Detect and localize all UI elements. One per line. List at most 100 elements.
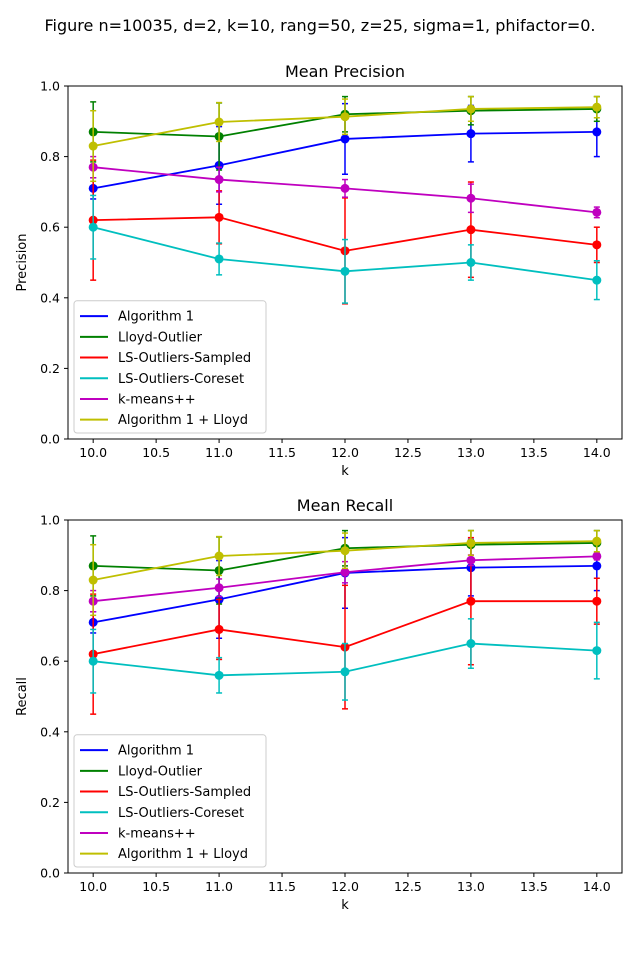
data-point — [340, 546, 350, 556]
data-point — [592, 102, 602, 112]
data-point — [592, 240, 602, 250]
data-point — [466, 596, 476, 606]
series-k-means — [88, 551, 602, 613]
series-ls-outliers-coreset — [88, 194, 602, 304]
data-point — [592, 646, 602, 656]
legend-label: Algorithm 1 + Lloyd — [118, 413, 248, 428]
data-point — [88, 575, 98, 585]
legend-label: Algorithm 1 — [118, 310, 194, 325]
y-axis-label: Recall — [15, 677, 30, 716]
data-point — [340, 183, 350, 193]
data-point — [214, 551, 224, 561]
series-ls-outliers-coreset — [88, 618, 602, 701]
x-tick-label: 12.0 — [331, 879, 359, 894]
data-point — [466, 555, 476, 565]
x-tick-label: 13.0 — [457, 879, 485, 894]
data-point — [214, 670, 224, 680]
series-k-means — [88, 155, 602, 219]
x-tick-label: 11.5 — [268, 879, 296, 894]
legend-label: LS-Outliers-Coreset — [118, 372, 244, 387]
x-axis-label: k — [341, 464, 349, 479]
data-point — [340, 112, 350, 122]
legend: Algorithm 1 Lloyd-Outlier LS-Outliers-Samp… — [73, 734, 267, 868]
x-tick-label: 13.5 — [520, 445, 548, 460]
y-tick-label: 0.6 — [40, 654, 60, 669]
data-point — [466, 639, 476, 649]
data-point — [592, 551, 602, 561]
legend-label: Algorithm 1 — [118, 744, 194, 759]
data-point — [214, 583, 224, 593]
data-point — [466, 104, 476, 114]
chart-title: Mean Recall — [297, 496, 393, 515]
data-point — [592, 127, 602, 137]
precision-chart: Mean Precision 10.0 10.5 11.0 11.5 12.0 12.5 13… — [15, 62, 623, 479]
data-point — [340, 667, 350, 677]
chart-title: Mean Precision — [285, 62, 405, 81]
plot-frame — [67, 85, 623, 440]
legend-label: Algorithm 1 + Lloyd — [118, 847, 248, 862]
y-tick-label: 0.2 — [40, 795, 60, 810]
x-tick-label: 12.5 — [394, 445, 422, 460]
legend-label: LS-Outliers-Sampled — [118, 785, 251, 800]
data-point — [88, 222, 98, 232]
data-point — [592, 596, 602, 606]
data-point — [214, 254, 224, 264]
data-point — [214, 212, 224, 222]
x-tick-label: 11.0 — [205, 879, 233, 894]
data-point — [340, 134, 350, 144]
y-tick-label: 0.8 — [40, 583, 60, 598]
x-tick-label: 13.5 — [520, 879, 548, 894]
data-point — [466, 225, 476, 235]
legend: Algorithm 1 Lloyd-Outlier LS-Outliers-Samp… — [73, 300, 267, 434]
x-tick-label: 11.0 — [205, 445, 233, 460]
y-axis-label: Precision — [15, 233, 30, 291]
y-tick-label: 0.0 — [40, 866, 60, 881]
legend-label: Lloyd-Outlier — [118, 764, 203, 779]
x-axis-label: k — [341, 898, 349, 913]
data-point — [592, 561, 602, 571]
y-tick-label: 0.8 — [40, 149, 60, 164]
legend-box — [73, 734, 267, 868]
legend-label: k-means++ — [118, 826, 196, 841]
x-tick-label: 10.5 — [142, 445, 170, 460]
y-tick-label: 0.2 — [40, 361, 60, 376]
y-tick-label: 0.4 — [40, 724, 60, 739]
x-tick-label: 13.0 — [457, 445, 485, 460]
recall-chart: Mean Recall 10.0 10.5 11.0 11.5 12.0 12.5 13.0 1… — [15, 496, 623, 913]
figure-title: Figure n=10035, d=2, k=10, rang=50, z=25… — [44, 16, 596, 35]
data-point — [340, 567, 350, 577]
y-tick-label: 1.0 — [40, 79, 60, 94]
legend-box — [73, 300, 267, 434]
data-point — [88, 141, 98, 151]
data-point — [592, 275, 602, 285]
data-point — [88, 656, 98, 666]
data-point — [466, 538, 476, 548]
data-point — [592, 207, 602, 217]
series-algorithm-1-lloyd — [88, 95, 602, 183]
series-algorithm-1-lloyd — [88, 529, 602, 617]
plot-frame — [67, 519, 623, 874]
data-point — [214, 117, 224, 127]
data-point — [340, 266, 350, 276]
x-tick-label: 14.0 — [583, 445, 611, 460]
data-point — [466, 129, 476, 139]
y-tick-label: 1.0 — [40, 513, 60, 528]
data-point — [592, 536, 602, 546]
x-tick-label: 12.5 — [394, 879, 422, 894]
data-point — [214, 624, 224, 634]
x-tick-label: 14.0 — [583, 879, 611, 894]
legend-label: k-means++ — [118, 392, 196, 407]
y-tick-label: 0.0 — [40, 432, 60, 447]
x-tick-label: 11.5 — [268, 445, 296, 460]
legend-label: LS-Outliers-Sampled — [118, 351, 251, 366]
x-tick-label: 12.0 — [331, 445, 359, 460]
legend-label: LS-Outliers-Coreset — [118, 806, 244, 821]
data-point — [214, 175, 224, 185]
x-tick-label: 10.0 — [79, 445, 107, 460]
y-tick-label: 0.6 — [40, 220, 60, 235]
x-tick-label: 10.5 — [142, 879, 170, 894]
data-point — [466, 258, 476, 267]
x-tick-label: 10.0 — [79, 879, 107, 894]
legend-label: Lloyd-Outlier — [118, 330, 203, 345]
y-tick-label: 0.4 — [40, 290, 60, 305]
